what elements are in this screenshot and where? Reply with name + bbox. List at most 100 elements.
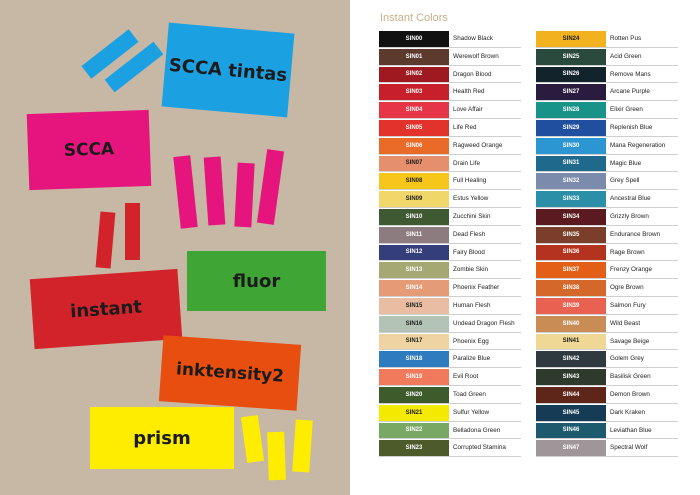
color-name: Estus Yellow [453, 195, 489, 203]
color-swatch: SIN12 [379, 244, 449, 261]
color-swatch: SIN16 [379, 315, 449, 332]
color-name: Rotten Pus [610, 35, 642, 42]
color-list-right: SIN24 Rotten Pus SIN25 Acid Green SIN26 Remov… [536, 30, 678, 458]
color-row: SIN14 Phoenix Feather [379, 279, 521, 297]
color-row: SIN21 Sulfur Yellow [379, 404, 521, 422]
scca-tintas-block: SCCA tintas [161, 22, 295, 118]
color-name: Dead Flesh [453, 230, 486, 238]
color-swatch: SIN38 [536, 280, 606, 296]
color-list-left: SIN00 Shadow Black SIN01 Werewolf Brown SIN0… [379, 30, 521, 458]
color-row: SIN46 Leviathan Blue [536, 422, 678, 440]
color-row: SIN42 Golem Grey [536, 350, 678, 369]
color-name: Savage Beige [610, 337, 650, 345]
color-name: Fairy Blood [453, 248, 485, 256]
color-row: SIN24 Rotten Pus [536, 30, 678, 48]
color-row: SIN30 Mana Regeneration [536, 137, 678, 155]
color-name: Replenish Blue [610, 123, 653, 131]
instant-label: instant [69, 296, 143, 322]
color-row: SIN27 Arcane Purple [536, 83, 678, 102]
scca-block: SCCA [26, 109, 152, 191]
color-name: Dark Kraken [610, 408, 645, 416]
color-name: Frenzy Orange [610, 266, 652, 274]
color-name: Demon Brown [610, 390, 650, 398]
color-row: SIN34 Grizzly Brown [536, 208, 678, 226]
color-chart-panel: Instant Colors SIN00 Shadow Black SIN01 Wer… [350, 0, 700, 495]
color-swatch: SIN10 [379, 208, 449, 225]
color-swatch: SIN06 [379, 137, 449, 154]
color-row: SIN08 Full Healing [379, 172, 521, 191]
color-row: SIN02 Dragon Blood [379, 66, 521, 84]
color-row: SIN43 Basilisk Green [536, 368, 678, 386]
color-swatch: SIN46 [536, 422, 606, 439]
color-swatch: SIN04 [379, 102, 449, 118]
color-swatch: SIN14 [379, 280, 449, 296]
color-row: SIN36 Rage Brown [536, 244, 678, 262]
inktensity2-label: inktensity2 [175, 359, 285, 387]
color-name: Evil Root [453, 373, 479, 381]
color-name: Werewolf Brown [453, 52, 499, 60]
color-swatch: SIN09 [379, 191, 449, 207]
yellow-strip-2 [267, 431, 286, 481]
color-name: Sulfur Yellow [453, 408, 490, 416]
color-swatch: SIN33 [536, 191, 606, 207]
color-name: Acid Green [610, 52, 642, 60]
color-name: Mana Regeneration [610, 141, 666, 149]
color-name: Zucchini Skin [453, 212, 491, 220]
color-name: Shadow Black [453, 35, 493, 42]
prism-label: prism [133, 427, 191, 449]
color-swatch: SIN29 [536, 119, 606, 136]
color-name: Life Red [453, 123, 477, 131]
color-name: Love Affair [453, 106, 483, 114]
color-name: Full Healing [453, 177, 487, 185]
color-row: SIN35 Endurance Brown [536, 226, 678, 244]
color-name: Leviathan Blue [610, 426, 652, 434]
color-name: Ancestral Blue [610, 195, 651, 203]
color-name: Spectral Wolf [610, 444, 648, 452]
color-row: SIN41 Savage Beige [536, 333, 678, 351]
color-row: SIN45 Dark Kraken [536, 404, 678, 422]
color-name: Endurance Brown [610, 230, 661, 238]
color-swatch: SIN43 [536, 369, 606, 385]
fluor-label: fluor [232, 270, 281, 292]
scca-label: SCCA [63, 139, 115, 161]
color-swatch: SIN15 [379, 297, 449, 314]
color-row: SIN18 Paralize Blue [379, 350, 521, 369]
color-name: Elixir Green [610, 106, 643, 114]
scca-tintas-label: SCCA tintas [167, 54, 289, 86]
color-swatch: SIN44 [536, 386, 606, 403]
red-strip-2 [125, 203, 140, 260]
color-row: SIN17 Phoenix Egg [379, 333, 521, 351]
color-swatch: SIN36 [536, 244, 606, 261]
inktensity2-block: inktensity2 [158, 335, 302, 411]
color-row: SIN47 Spectral Wolf [536, 439, 678, 458]
magenta-strip-3 [234, 162, 255, 228]
color-swatch: SIN19 [379, 369, 449, 385]
color-swatch: SIN37 [536, 262, 606, 279]
color-swatch: SIN45 [536, 404, 606, 421]
color-row: SIN28 Elixir Green [536, 101, 678, 119]
panel-title: Instant Colors [380, 12, 448, 24]
color-name: Phoenix Feather [453, 284, 500, 292]
color-name: Phoenix Egg [453, 337, 489, 345]
color-row: SIN11 Dead Flesh [379, 226, 521, 244]
color-row: SIN07 Drain Life [379, 155, 521, 173]
color-row: SIN31 Magic Blue [536, 155, 678, 173]
color-swatch: SIN11 [379, 226, 449, 243]
color-row: SIN04 Love Affair [379, 101, 521, 119]
color-swatch: SIN01 [379, 48, 449, 65]
color-name: Undead Dragon Flesh [453, 319, 515, 327]
color-name: Wild Beast [610, 319, 641, 327]
color-swatch: SIN17 [379, 333, 449, 350]
color-name: Golem Grey [610, 355, 644, 363]
red-strip-1 [95, 211, 116, 269]
color-row: SIN22 Belladona Green [379, 422, 521, 440]
color-name: Remove Mans [610, 70, 651, 78]
color-row: SIN09 Estus Yellow [379, 190, 521, 208]
color-swatch: SIN24 [536, 31, 606, 47]
color-row: SIN10 Zucchini Skin [379, 208, 521, 226]
color-row: SIN38 Ogre Brown [536, 279, 678, 297]
color-row: SIN16 Undead Dragon Flesh [379, 315, 521, 333]
color-swatch: SIN03 [379, 84, 449, 101]
color-row: SIN12 Fairy Blood [379, 244, 521, 262]
color-row: SIN06 Ragweed Orange [379, 137, 521, 155]
